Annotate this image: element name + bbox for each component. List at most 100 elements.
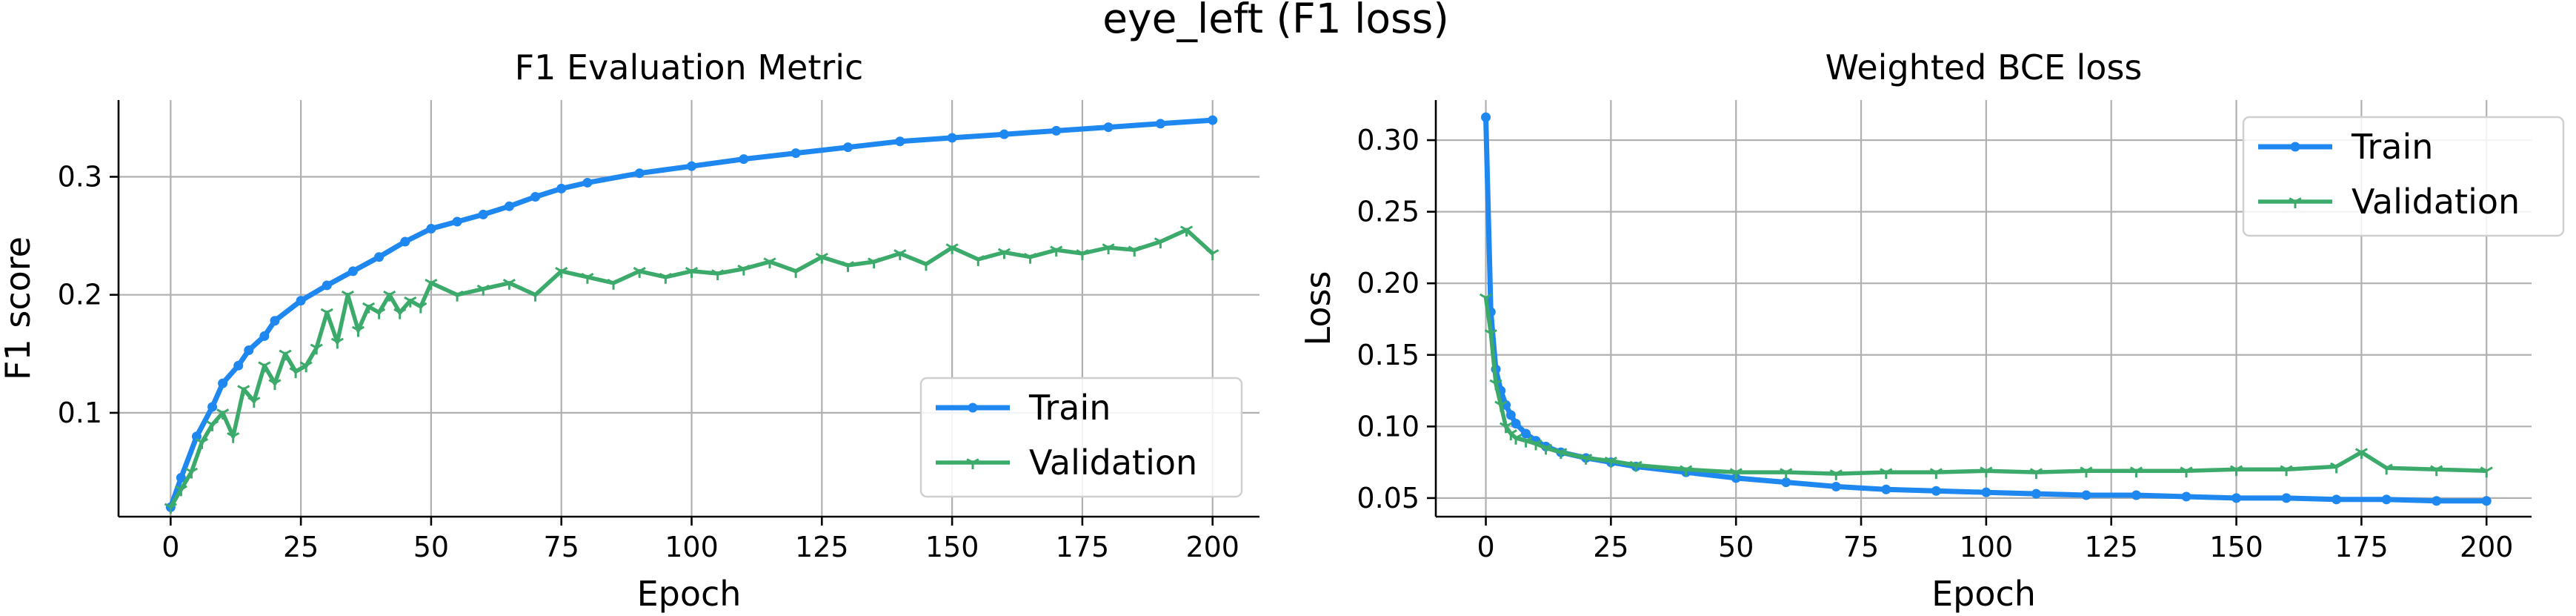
data-point [296,296,306,306]
data-point [1519,436,1533,448]
data-point [1831,481,1841,491]
bce-loss-panel: 0 25 50 75 100 125 150 175 200 0.05 0.10 0.15 0.20 0.… [1298,47,2565,614]
data-point [739,154,749,165]
x-tick-label: 200 [2460,531,2514,563]
legend: Train Validation [2242,116,2565,237]
y-tick-label: 0.3 [58,160,102,193]
data-point [999,129,1009,139]
data-point [279,349,292,361]
data-point [1479,293,1493,305]
data-point [528,290,542,302]
data-point [2281,493,2292,503]
data-point [2031,489,2041,499]
data-point [1155,119,1165,129]
x-tick-label: 125 [795,531,849,563]
data-point [310,343,323,355]
data-point [351,325,365,337]
legend-item-validation: Validation [2258,182,2520,222]
legend-marker [2290,142,2300,152]
data-point [789,267,802,278]
x-tick-label: 175 [2334,531,2389,563]
legend-marker [2289,197,2302,208]
x-axis-label: Epoch [1931,574,2036,614]
data-point [1179,225,1194,237]
data-point [1024,252,1037,264]
x-tick-label: 25 [283,531,319,563]
data-point [685,267,699,278]
data-point [207,402,218,412]
data-point [841,261,855,272]
x-tick-label: 100 [665,531,719,563]
data-point [362,302,376,314]
x-tick-label: 125 [2084,531,2138,563]
x-tick-label: 50 [413,531,449,563]
data-point [1051,125,1062,136]
data-point [2229,465,2243,477]
data-point [268,379,282,391]
data-point [945,243,959,255]
f1-metric-panel: 0 25 50 75 100 125 150 175 200 0.1 0.2 0.3 F1 Evalua… [0,47,1259,614]
data-point [2332,494,2342,505]
x-tick-label: 0 [1477,531,1494,563]
data-point [320,308,333,319]
data-point [1931,486,1941,496]
data-point [1629,460,1643,472]
chart-title: Weighted BCE loss [1826,47,2143,87]
data-point [581,273,594,284]
data-point [1206,249,1219,260]
y-tick-label: 0.20 [1357,267,1420,299]
data-point [502,278,516,290]
data-point [1881,484,1891,494]
data-point [1481,112,1491,122]
data-point [1505,410,1516,420]
data-point [2280,465,2293,477]
data-point [425,278,438,290]
data-point [237,385,250,397]
data-point [1511,418,1521,428]
data-point [330,337,344,349]
x-tick-label: 150 [925,531,979,563]
data-point [2481,496,2492,506]
data-point [2181,491,2191,502]
data-point [1050,245,1063,257]
data-point [1729,468,1743,480]
data-point [530,192,541,202]
data-point [2029,468,2043,480]
data-point [893,249,907,260]
data-point [1781,477,1791,488]
data-point [2330,462,2343,474]
data-point [971,255,985,266]
y-tick-label: 0.2 [58,279,102,311]
chart-title: F1 Evaluation Metric [515,47,864,87]
x-axis-label: Epoch [637,574,742,614]
data-point [1981,487,1991,497]
data-point [176,472,186,483]
data-point [582,177,593,188]
data-point [400,236,410,247]
data-point [504,201,514,211]
data-point [1604,456,1617,468]
legend-label: Train [1028,388,1111,428]
legend: Train Validation [919,377,1243,498]
legend-item-train: Train [936,388,1111,428]
data-point [1484,328,1497,340]
data-point [373,308,386,319]
data-point [247,397,261,408]
data-point [341,290,354,302]
x-tick-label: 75 [544,531,579,563]
data-point [737,264,750,276]
data-point [815,252,828,264]
data-point [1539,443,1553,455]
x-tick-label: 25 [1593,531,1628,563]
data-point [205,420,219,431]
data-point [289,367,302,379]
legend-label: Validation [2352,182,2520,222]
y-tick-label: 0.05 [1357,482,1420,514]
y-tick-label: 0.25 [1357,196,1420,228]
x-tick-label: 50 [1718,531,1754,563]
data-point [607,278,620,290]
data-point [1580,454,1593,465]
x-tick-label: 75 [1843,531,1879,563]
data-point [842,142,853,153]
x-tick-label: 200 [1185,531,1239,563]
